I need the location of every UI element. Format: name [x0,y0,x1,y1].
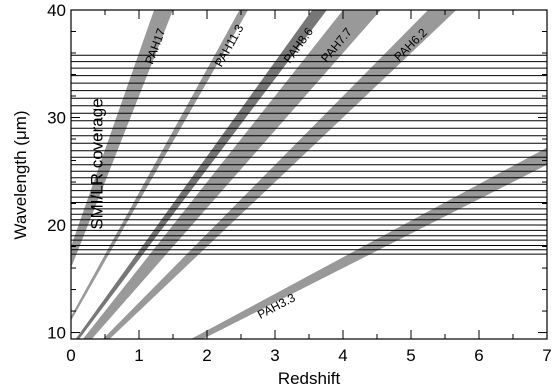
coverage-label: SMI/LR coverage [87,98,106,229]
y-tick-label: 20 [47,216,66,235]
coverage-lines [71,54,547,255]
emission-bands [71,10,547,339]
y-tick-label: 10 [47,324,66,343]
x-tick-label: 7 [542,346,551,365]
x-tick-label: 3 [270,346,279,365]
band-pah7-7 [82,10,381,339]
band-pah6-2 [102,10,457,339]
band-pah17 [71,10,173,268]
band-pah8-6 [75,10,327,339]
x-tick-label: 0 [66,346,75,365]
band-pah11-3 [71,10,249,321]
band-pah3-3 [190,147,547,339]
y-tick-label: 30 [47,109,66,128]
x-tick-label: 4 [338,346,347,365]
x-tick-label: 2 [202,346,211,365]
x-tick-label: 5 [406,346,415,365]
x-tick-label: 1 [134,346,143,365]
axis-ticks: 0 1 2 3 4 5 6 7 10 20 30 40 [47,1,552,365]
x-axis-title: Redshift [278,369,341,388]
y-tick-label: 40 [47,1,66,20]
x-tick-label: 6 [474,346,483,365]
y-axis-title: Wavelength (μm) [11,110,30,239]
